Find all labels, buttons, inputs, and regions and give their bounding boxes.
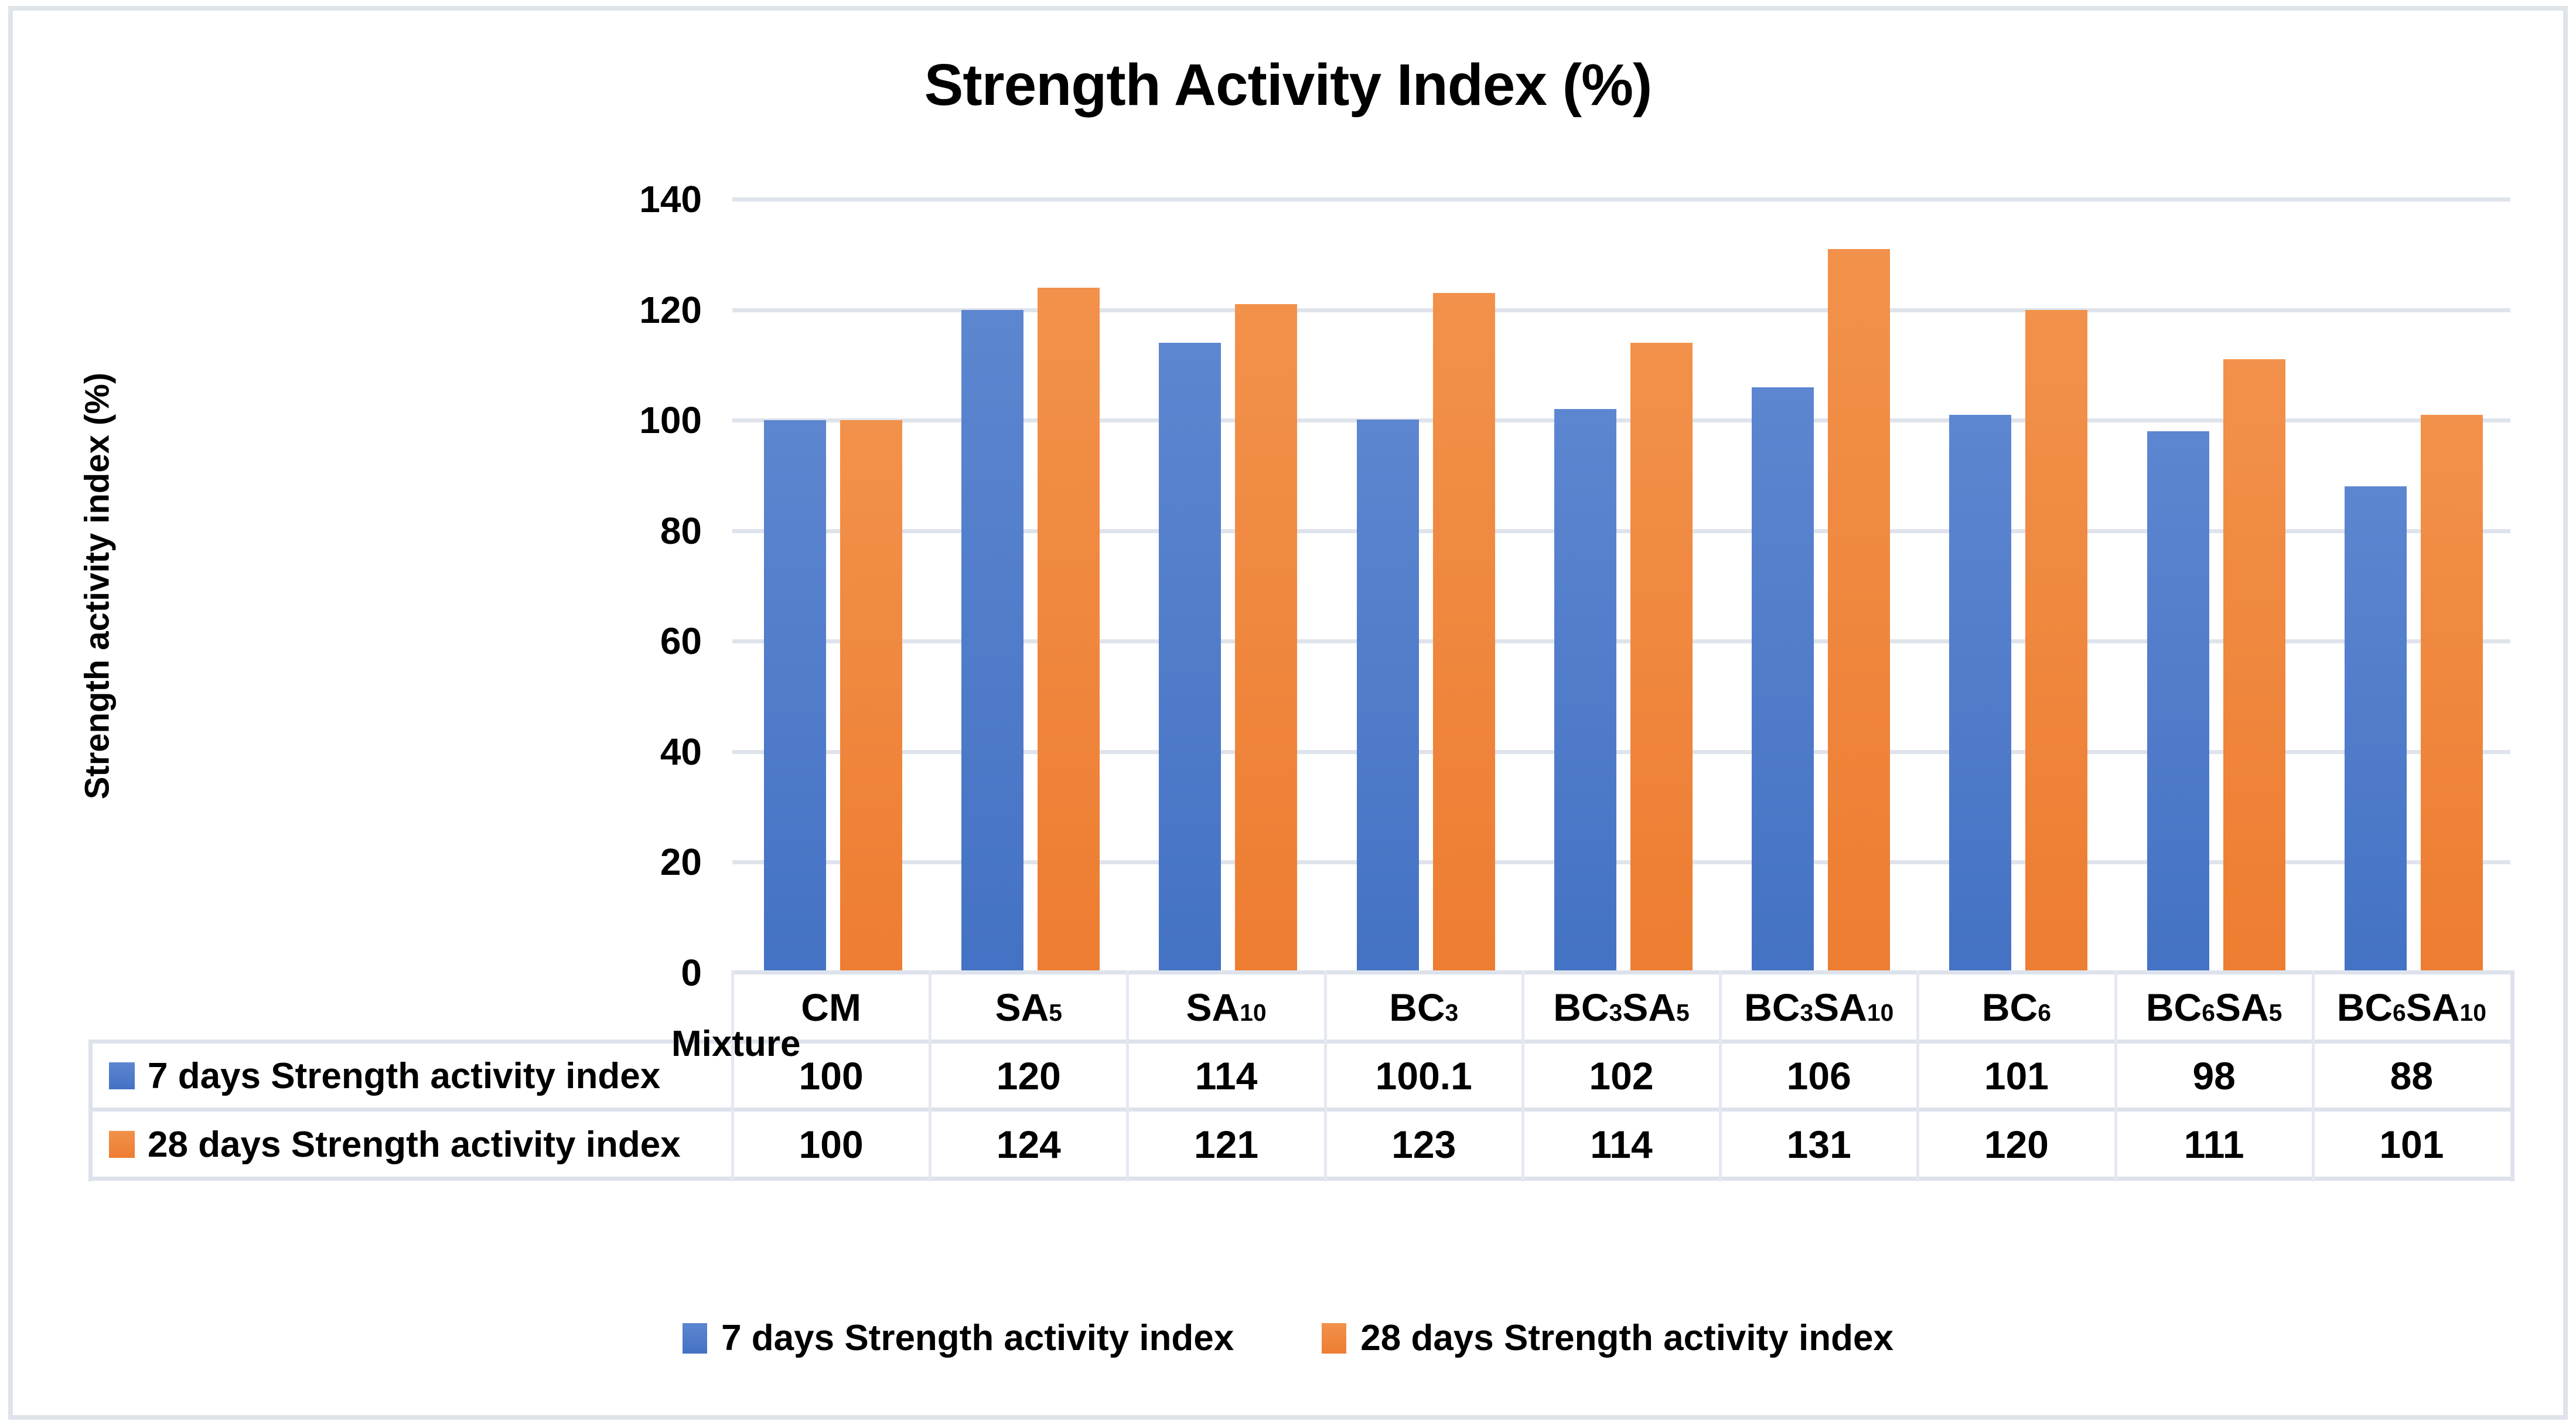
table-row-label-7days: 7 days Strength activity index <box>93 1042 732 1110</box>
category-label-BC6SA5: BC 6 SA 5 <box>2145 986 2282 1029</box>
table-value-28days-BC6SA10: 101 <box>2379 1123 2444 1166</box>
y-tick-label-140: 140 <box>639 178 702 220</box>
table-line-col-5 <box>1719 970 1722 1181</box>
category-label-BC6: BC 6 <box>1981 986 2051 1029</box>
table-row-label-text: 28 days Strength activity index <box>148 1124 681 1165</box>
bar-28days-BC6 <box>2025 309 2088 973</box>
table-value-7days-BC3SA10: 106 <box>1786 1054 1851 1098</box>
category-label-BC3: BC 3 <box>1389 986 1459 1029</box>
y-tick-label-40: 40 <box>660 730 702 773</box>
category-label-BC3SA10: BC 3 SA 10 <box>1744 986 1894 1029</box>
chart-title: Strength Activity Index (%) <box>924 52 1653 118</box>
bar-7days-SA10 <box>1159 343 1222 973</box>
gridline-40 <box>732 749 2510 754</box>
table-row-key-28days-icon <box>109 1131 135 1158</box>
legend-item-28days: 28 days Strength activity index <box>1322 1317 1893 1359</box>
y-tick-label-120: 120 <box>639 288 702 331</box>
gridline-20 <box>732 860 2510 865</box>
legend-key-7days-icon <box>683 1323 708 1354</box>
bar-28days-BC6SA10 <box>2420 414 2483 973</box>
table-line-col-4 <box>1521 970 1524 1181</box>
y-tick-label-20: 20 <box>660 841 702 884</box>
table-value-28days-BC3SA5: 114 <box>1590 1123 1653 1166</box>
table-value-7days-BC3SA5: 102 <box>1589 1054 1654 1098</box>
table-value-7days-SA10: 114 <box>1195 1054 1258 1098</box>
table-value-28days-CM: 100 <box>799 1123 864 1166</box>
legend: 7 days Strength activity index 28 days S… <box>0 1317 2576 1359</box>
category-label-SA10: SA 10 <box>1186 986 1267 1029</box>
plot-area <box>732 197 2510 973</box>
bar-7days-BC3SA5 <box>1554 409 1616 973</box>
gridline-100 <box>732 418 2510 423</box>
bar-28days-SA5 <box>1038 287 1100 973</box>
bar-7days-SA5 <box>961 309 1024 973</box>
category-label-SA5: SA 5 <box>995 986 1063 1029</box>
y-tick-label-100: 100 <box>639 399 702 442</box>
table-value-28days-BC3: 123 <box>1391 1123 1456 1166</box>
legend-item-7days: 7 days Strength activity index <box>683 1317 1234 1359</box>
table-value-28days-BC3SA10: 131 <box>1786 1123 1851 1166</box>
legend-key-28days-icon <box>1322 1323 1347 1354</box>
table-value-7days-BC3: 100.1 <box>1375 1054 1472 1098</box>
table-line-top <box>732 970 2514 974</box>
bar-7days-BC6SA10 <box>2344 486 2407 973</box>
bar-7days-BC3 <box>1356 420 1419 973</box>
table-value-7days-SA5: 120 <box>996 1054 1061 1098</box>
table-value-7days-BC6SA5: 98 <box>2192 1054 2236 1098</box>
bar-7days-BC3SA10 <box>1752 387 1814 973</box>
gridline-60 <box>732 639 2510 644</box>
gridline-120 <box>732 308 2510 312</box>
table-line-col-1 <box>929 970 932 1181</box>
category-label-BC3SA5: BC 3 SA 5 <box>1553 986 1690 1029</box>
table-row-label-text: 7 days Strength activity index <box>148 1055 661 1096</box>
gridline-140 <box>732 197 2510 202</box>
table-line-left <box>88 1040 93 1181</box>
bar-7days-BC6SA5 <box>2147 431 2209 973</box>
legend-label-28days: 28 days Strength activity index <box>1360 1318 1893 1358</box>
category-label-BC6SA10: BC 6 SA 10 <box>2336 986 2487 1029</box>
table-value-28days-SA5: 124 <box>996 1123 1061 1166</box>
table-row-key-7days-icon <box>109 1062 135 1089</box>
y-tick-label-60: 60 <box>660 620 702 663</box>
bar-28days-SA10 <box>1235 304 1298 973</box>
bar-28days-BC3 <box>1432 293 1495 973</box>
table-line-col-3 <box>1323 970 1327 1181</box>
table-value-28days-BC6: 120 <box>1984 1123 2049 1166</box>
table-value-7days-CM: 100 <box>799 1054 864 1098</box>
table-value-7days-BC6: 101 <box>1984 1054 2049 1098</box>
bar-7days-BC6 <box>1949 414 2012 973</box>
table-line-bottom <box>88 1177 2514 1181</box>
gridline-80 <box>732 529 2510 533</box>
bar-28days-BC3SA10 <box>1828 248 1891 973</box>
table-line-right <box>2510 970 2514 1181</box>
category-label-CM: CM <box>801 986 861 1029</box>
table-line-col-7 <box>2114 970 2117 1181</box>
table-row-label-28days: 28 days Strength activity index <box>93 1110 732 1179</box>
table-line-row2-top <box>88 1107 2514 1112</box>
bar-7days-CM <box>764 420 826 973</box>
table-value-7days-BC6SA10: 88 <box>2390 1054 2434 1098</box>
legend-label-7days: 7 days Strength activity index <box>721 1318 1234 1358</box>
table-line-col-2 <box>1126 970 1130 1181</box>
table-line-row1-top <box>88 1040 2514 1044</box>
table-line-col-0 <box>731 970 734 1181</box>
y-tick-label-80: 80 <box>660 509 702 552</box>
table-value-28days-BC6SA5: 111 <box>2183 1123 2244 1166</box>
bar-28days-BC3SA5 <box>1630 343 1693 973</box>
bar-28days-BC6SA5 <box>2223 359 2285 973</box>
table-value-28days-SA10: 121 <box>1193 1123 1259 1166</box>
y-tick-label-0: 0 <box>681 952 702 994</box>
table-line-col-8 <box>2311 970 2315 1181</box>
x-axis-title: Mixture <box>671 1024 801 1064</box>
bar-28days-CM <box>840 420 902 973</box>
table-line-col-6 <box>1916 970 1920 1181</box>
